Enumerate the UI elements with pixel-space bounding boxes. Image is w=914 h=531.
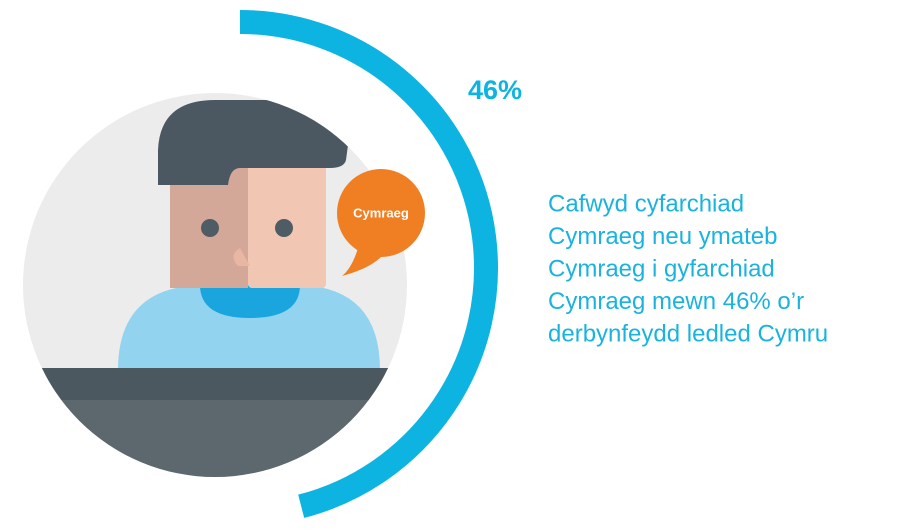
eye: [275, 219, 293, 237]
desk-edge: [23, 368, 407, 400]
progress-arc: [239, 10, 498, 518]
speech-bubble: Cymraeg: [337, 169, 425, 276]
caption-line: derbynfeydd ledled Cymru: [548, 320, 828, 347]
nose: [233, 248, 250, 266]
collar: [200, 285, 300, 318]
hair: [158, 100, 351, 185]
face: [248, 150, 326, 288]
illustration: Cymraeg: [23, 93, 425, 477]
caption: Cafwyd cyfarchiad Cymraeg neu ymateb Cymra…: [548, 190, 828, 347]
caption-line: Cymraeg neu ymateb: [548, 223, 777, 250]
bubble-text: Cymraeg: [353, 205, 409, 220]
bubble: [337, 169, 425, 257]
eye: [201, 219, 219, 237]
body: [118, 285, 380, 370]
caption-line: Cymraeg mewn 46% o’r: [548, 288, 804, 315]
caption-line: Cafwyd cyfarchiad: [548, 190, 744, 217]
caption-line: Cymraeg i gyfarchiad: [548, 255, 775, 282]
value-label: 46%: [468, 75, 522, 105]
